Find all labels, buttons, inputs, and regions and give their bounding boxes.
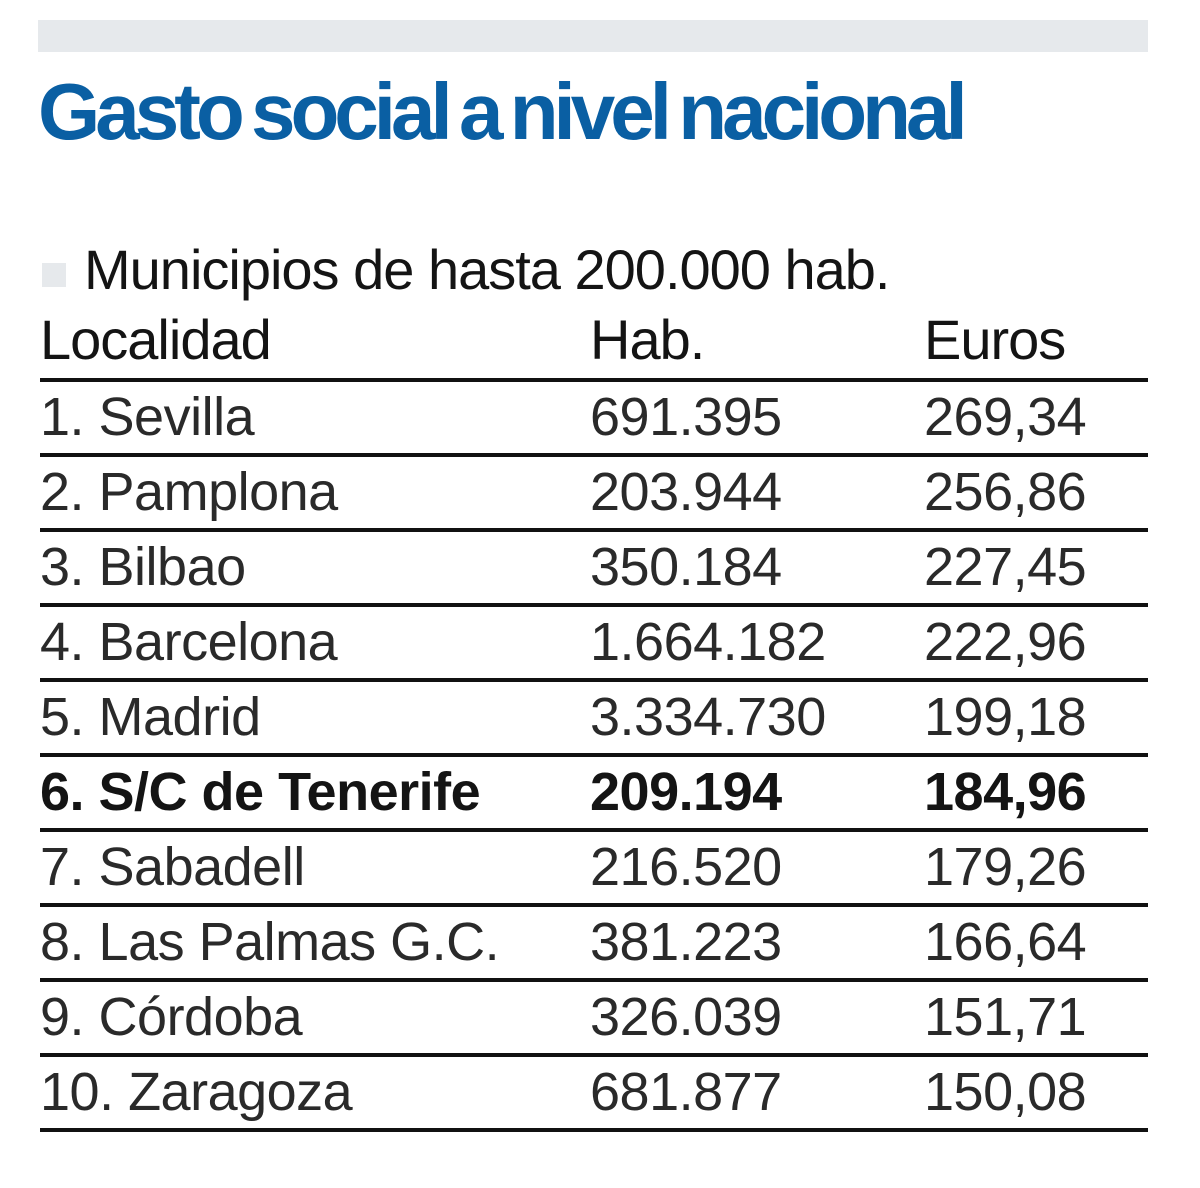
cell-localidad: 7. Sabadell <box>40 830 590 907</box>
table-row: 9. Córdoba 326.039 151,71 <box>40 980 1148 1057</box>
cell-localidad: 5. Madrid <box>40 680 590 757</box>
cell-hab: 381.223 <box>590 905 924 982</box>
cell-euros: 184,96 <box>924 755 1148 832</box>
table-row: 4. Barcelona 1.664.182 222,96 <box>40 605 1148 682</box>
cell-euros: 256,86 <box>924 455 1148 532</box>
cell-localidad: 10. Zaragoza <box>40 1055 590 1132</box>
table-header-row: Localidad Hab. Euros <box>40 302 1148 382</box>
cell-localidad: 4. Barcelona <box>40 605 590 682</box>
cell-localidad: 9. Córdoba <box>40 980 590 1057</box>
cell-euros: 269,34 <box>924 380 1148 457</box>
cell-localidad: 6. S/C de Tenerife <box>40 755 590 832</box>
section-header: Municipios de hasta 200.000 hab. <box>42 232 890 308</box>
cell-euros: 222,96 <box>924 605 1148 682</box>
table-row: 3. Bilbao 350.184 227,45 <box>40 530 1148 607</box>
column-header-euros: Euros <box>924 302 1148 382</box>
cell-hab: 209.194 <box>590 755 924 832</box>
cell-localidad: 8. Las Palmas G.C. <box>40 905 590 982</box>
table-row-highlighted: 6. S/C de Tenerife 209.194 184,96 <box>40 755 1148 832</box>
cell-euros: 150,08 <box>924 1055 1148 1132</box>
cell-hab: 681.877 <box>590 1055 924 1132</box>
cell-localidad: 2. Pamplona <box>40 455 590 532</box>
ranking-table: Localidad Hab. Euros 1. Sevilla 691.395 … <box>40 302 1148 1132</box>
cell-hab: 216.520 <box>590 830 924 907</box>
table-row: 10. Zaragoza 681.877 150,08 <box>40 1055 1148 1132</box>
column-header-localidad: Localidad <box>40 302 590 382</box>
cell-hab: 1.664.182 <box>590 605 924 682</box>
cell-hab: 350.184 <box>590 530 924 607</box>
top-decorative-bar <box>38 20 1148 52</box>
column-header-hab: Hab. <box>590 302 924 382</box>
page-title: Gasto social a nivel nacional <box>38 67 968 156</box>
cell-euros: 166,64 <box>924 905 1148 982</box>
cell-hab: 203.944 <box>590 455 924 532</box>
table-row: 1. Sevilla 691.395 269,34 <box>40 380 1148 457</box>
table-row: 8. Las Palmas G.C. 381.223 166,64 <box>40 905 1148 982</box>
bullet-square-icon <box>42 263 66 287</box>
cell-euros: 151,71 <box>924 980 1148 1057</box>
table-row: 7. Sabadell 216.520 179,26 <box>40 830 1148 907</box>
cell-localidad: 1. Sevilla <box>40 380 590 457</box>
table-row: 2. Pamplona 203.944 256,86 <box>40 455 1148 532</box>
table-row: 5. Madrid 3.334.730 199,18 <box>40 680 1148 757</box>
cell-hab: 3.334.730 <box>590 680 924 757</box>
cell-euros: 179,26 <box>924 830 1148 907</box>
cell-euros: 199,18 <box>924 680 1148 757</box>
cell-euros: 227,45 <box>924 530 1148 607</box>
cell-hab: 326.039 <box>590 980 924 1057</box>
section-subtitle: Municipios de hasta 200.000 hab. <box>84 238 890 301</box>
cell-hab: 691.395 <box>590 380 924 457</box>
cell-localidad: 3. Bilbao <box>40 530 590 607</box>
